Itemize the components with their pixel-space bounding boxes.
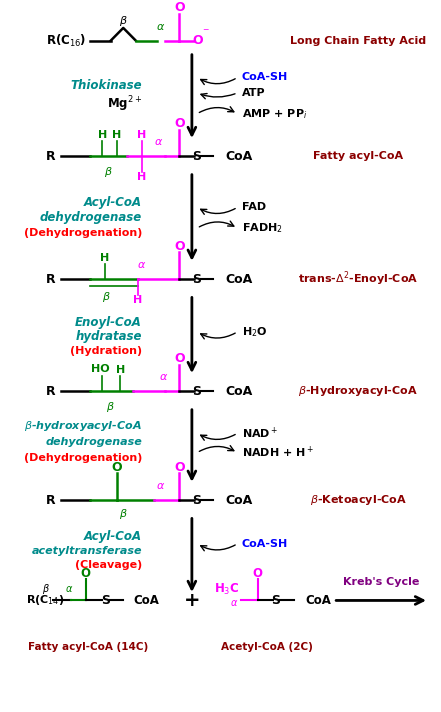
Text: HO: HO (91, 364, 110, 374)
Text: H$_2$O: H$_2$O (242, 325, 267, 339)
Text: H$_3$C: H$_3$C (214, 582, 240, 597)
Text: $\beta$-Hydroxyacyl-CoA: $\beta$-Hydroxyacyl-CoA (298, 384, 418, 399)
Text: Mg$^{2+}$: Mg$^{2+}$ (107, 94, 142, 114)
Text: ATP: ATP (242, 88, 265, 98)
Text: O: O (253, 567, 262, 580)
Text: dehydrogenase: dehydrogenase (40, 211, 142, 224)
Text: NADH + H$^+$: NADH + H$^+$ (242, 445, 314, 461)
Text: $\alpha$: $\alpha$ (156, 21, 165, 31)
Text: CoA-SH: CoA-SH (242, 73, 288, 83)
Text: NAD$^+$: NAD$^+$ (242, 426, 278, 441)
Text: acetyltransferase: acetyltransferase (31, 545, 142, 555)
Text: O: O (192, 34, 202, 47)
Text: S: S (101, 594, 110, 607)
Text: Kreb's Cycle: Kreb's Cycle (343, 577, 419, 587)
Text: $^{-}$: $^{-}$ (202, 27, 209, 37)
Text: R(C$_{14}$): R(C$_{14}$) (26, 594, 64, 607)
Text: O: O (174, 1, 185, 14)
Text: FAD: FAD (242, 202, 266, 212)
Text: $\beta$-Ketoacyl-CoA: $\beta$-Ketoacyl-CoA (310, 493, 407, 507)
Text: $\beta$: $\beta$ (119, 507, 127, 521)
Text: $\alpha$: $\alpha$ (156, 481, 165, 491)
Text: Thiokinase: Thiokinase (71, 79, 142, 93)
Text: O: O (174, 461, 185, 473)
Text: trans-$\Delta^2$-Enoyl-CoA: trans-$\Delta^2$-Enoyl-CoA (298, 270, 419, 288)
Text: H: H (133, 295, 142, 305)
Text: CoA: CoA (225, 385, 252, 398)
Text: CoA-SH: CoA-SH (242, 538, 288, 549)
Text: R(C$_{16}$): R(C$_{16}$) (46, 33, 87, 48)
Text: Enoyl-CoA: Enoyl-CoA (75, 316, 142, 329)
Text: R: R (46, 385, 56, 398)
Text: O: O (112, 461, 122, 473)
Text: FADH$_2$: FADH$_2$ (242, 221, 283, 235)
Text: CoA: CoA (225, 150, 252, 163)
Text: AMP + PP$_i$: AMP + PP$_i$ (242, 107, 307, 121)
Text: O: O (174, 240, 185, 253)
Text: $\alpha$: $\alpha$ (154, 137, 163, 147)
Text: Long Chain Fatty Acid: Long Chain Fatty Acid (290, 36, 426, 46)
Text: H: H (137, 130, 146, 140)
Text: Acyl-CoA: Acyl-CoA (84, 530, 142, 543)
Text: S: S (192, 385, 202, 398)
Text: +: + (183, 591, 200, 610)
Text: R: R (46, 273, 56, 286)
Text: Fatty acyl-CoA (14C): Fatty acyl-CoA (14C) (28, 642, 148, 652)
Text: H: H (98, 130, 107, 140)
Text: $\alpha$: $\alpha$ (230, 598, 239, 608)
Text: $\beta$: $\beta$ (102, 290, 111, 303)
Text: H: H (116, 365, 125, 375)
Text: O: O (174, 117, 185, 130)
Text: Acetyl-CoA (2C): Acetyl-CoA (2C) (221, 642, 313, 652)
Text: O: O (174, 352, 185, 365)
Text: $\beta$: $\beta$ (42, 582, 50, 596)
Text: H: H (137, 172, 146, 182)
Text: (Cleavage): (Cleavage) (75, 560, 142, 570)
Text: $\alpha$: $\alpha$ (65, 585, 73, 595)
Text: O: O (81, 567, 91, 580)
Text: R: R (46, 150, 56, 163)
Text: Fatty acyl-CoA: Fatty acyl-CoA (313, 152, 403, 162)
Text: CoA: CoA (225, 273, 252, 286)
Text: dehydrogenase: dehydrogenase (45, 436, 142, 446)
Text: R: R (46, 493, 56, 507)
Text: S: S (192, 493, 202, 507)
Text: S: S (192, 150, 202, 163)
Text: Acyl-CoA: Acyl-CoA (84, 196, 142, 209)
Text: S: S (271, 594, 280, 607)
Text: CoA: CoA (305, 594, 331, 607)
Text: $\beta$: $\beta$ (119, 14, 127, 28)
Text: (Hydration): (Hydration) (70, 346, 142, 356)
Text: $\beta$: $\beta$ (105, 164, 113, 179)
Text: $\alpha$: $\alpha$ (138, 260, 146, 270)
Text: H: H (112, 130, 122, 140)
Text: $\beta$-hydroxyacyl-CoA: $\beta$-hydroxyacyl-CoA (24, 419, 142, 433)
Text: H: H (100, 253, 109, 263)
Text: S: S (192, 273, 202, 286)
Text: CoA: CoA (225, 493, 252, 507)
Text: (Dehydrogenation): (Dehydrogenation) (24, 228, 142, 238)
Text: CoA: CoA (134, 594, 160, 607)
Text: (Dehydrogenation): (Dehydrogenation) (24, 454, 142, 464)
Text: $\alpha$: $\alpha$ (159, 372, 168, 382)
Text: $\beta$: $\beta$ (106, 400, 115, 414)
Text: hydratase: hydratase (75, 330, 142, 343)
